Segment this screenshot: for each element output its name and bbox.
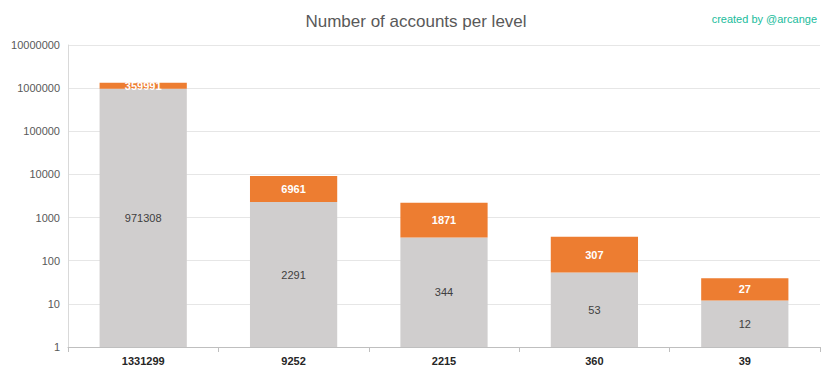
svg-text:12: 12 (739, 318, 751, 330)
svg-text:1871: 1871 (432, 214, 456, 226)
svg-text:27: 27 (739, 283, 751, 295)
svg-text:100: 100 (42, 255, 60, 267)
svg-text:53: 53 (588, 304, 600, 316)
svg-text:2215: 2215 (432, 355, 456, 367)
svg-text:10: 10 (48, 298, 60, 310)
svg-text:1000: 1000 (36, 212, 60, 224)
svg-text:1331299: 1331299 (122, 355, 165, 367)
svg-text:1: 1 (54, 341, 60, 353)
svg-text:10000000: 10000000 (11, 39, 60, 51)
svg-text:360: 360 (585, 355, 603, 367)
svg-text:971308: 971308 (125, 212, 162, 224)
svg-text:10000: 10000 (29, 168, 60, 180)
svg-text:344: 344 (435, 286, 453, 298)
svg-text:2291: 2291 (281, 269, 305, 281)
svg-text:307: 307 (585, 249, 603, 261)
svg-text:1000000: 1000000 (17, 82, 60, 94)
svg-text:100000: 100000 (23, 125, 60, 137)
svg-text:6961: 6961 (281, 183, 305, 195)
svg-text:359991: 359991 (125, 80, 162, 92)
svg-text:Number of accounts per level: Number of accounts per level (305, 12, 526, 31)
svg-text:39: 39 (739, 355, 751, 367)
svg-text:9252: 9252 (281, 355, 305, 367)
svg-text:created by @arcange: created by @arcange (712, 13, 817, 25)
